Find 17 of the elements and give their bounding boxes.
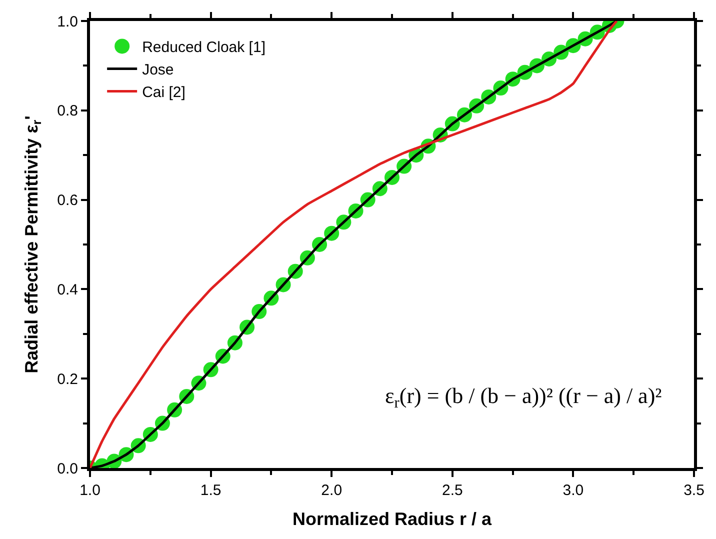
- x-tick-label: 2.5: [442, 482, 463, 499]
- x-tick-label: 3.0: [562, 482, 584, 499]
- legend-label: Jose: [142, 62, 174, 79]
- y-tick-label: 0.2: [57, 370, 78, 388]
- legend-label: Reduced Cloak [1]: [142, 39, 266, 56]
- x-tick-label: 1.0: [80, 482, 100, 499]
- y-tick-label: 0.8: [57, 102, 78, 120]
- x-tick-label: 2.0: [321, 482, 342, 499]
- y-tick-label: 0.4: [57, 281, 78, 298]
- y-tick-label: 0.6: [57, 192, 78, 210]
- y-tick-label: 1.0: [57, 13, 78, 30]
- x-tick-label: 1.5: [200, 482, 222, 499]
- annotation: ε$_{r}$(r) = (b / (b − a))² ((r − a) / a)²: [385, 383, 662, 412]
- x-axis-title: Normalized Radius r / a: [292, 509, 493, 530]
- legend-label: Cai [2]: [142, 84, 186, 102]
- y-tick-label: 0.0: [57, 460, 78, 478]
- x-tick-label: 3.5: [684, 482, 704, 499]
